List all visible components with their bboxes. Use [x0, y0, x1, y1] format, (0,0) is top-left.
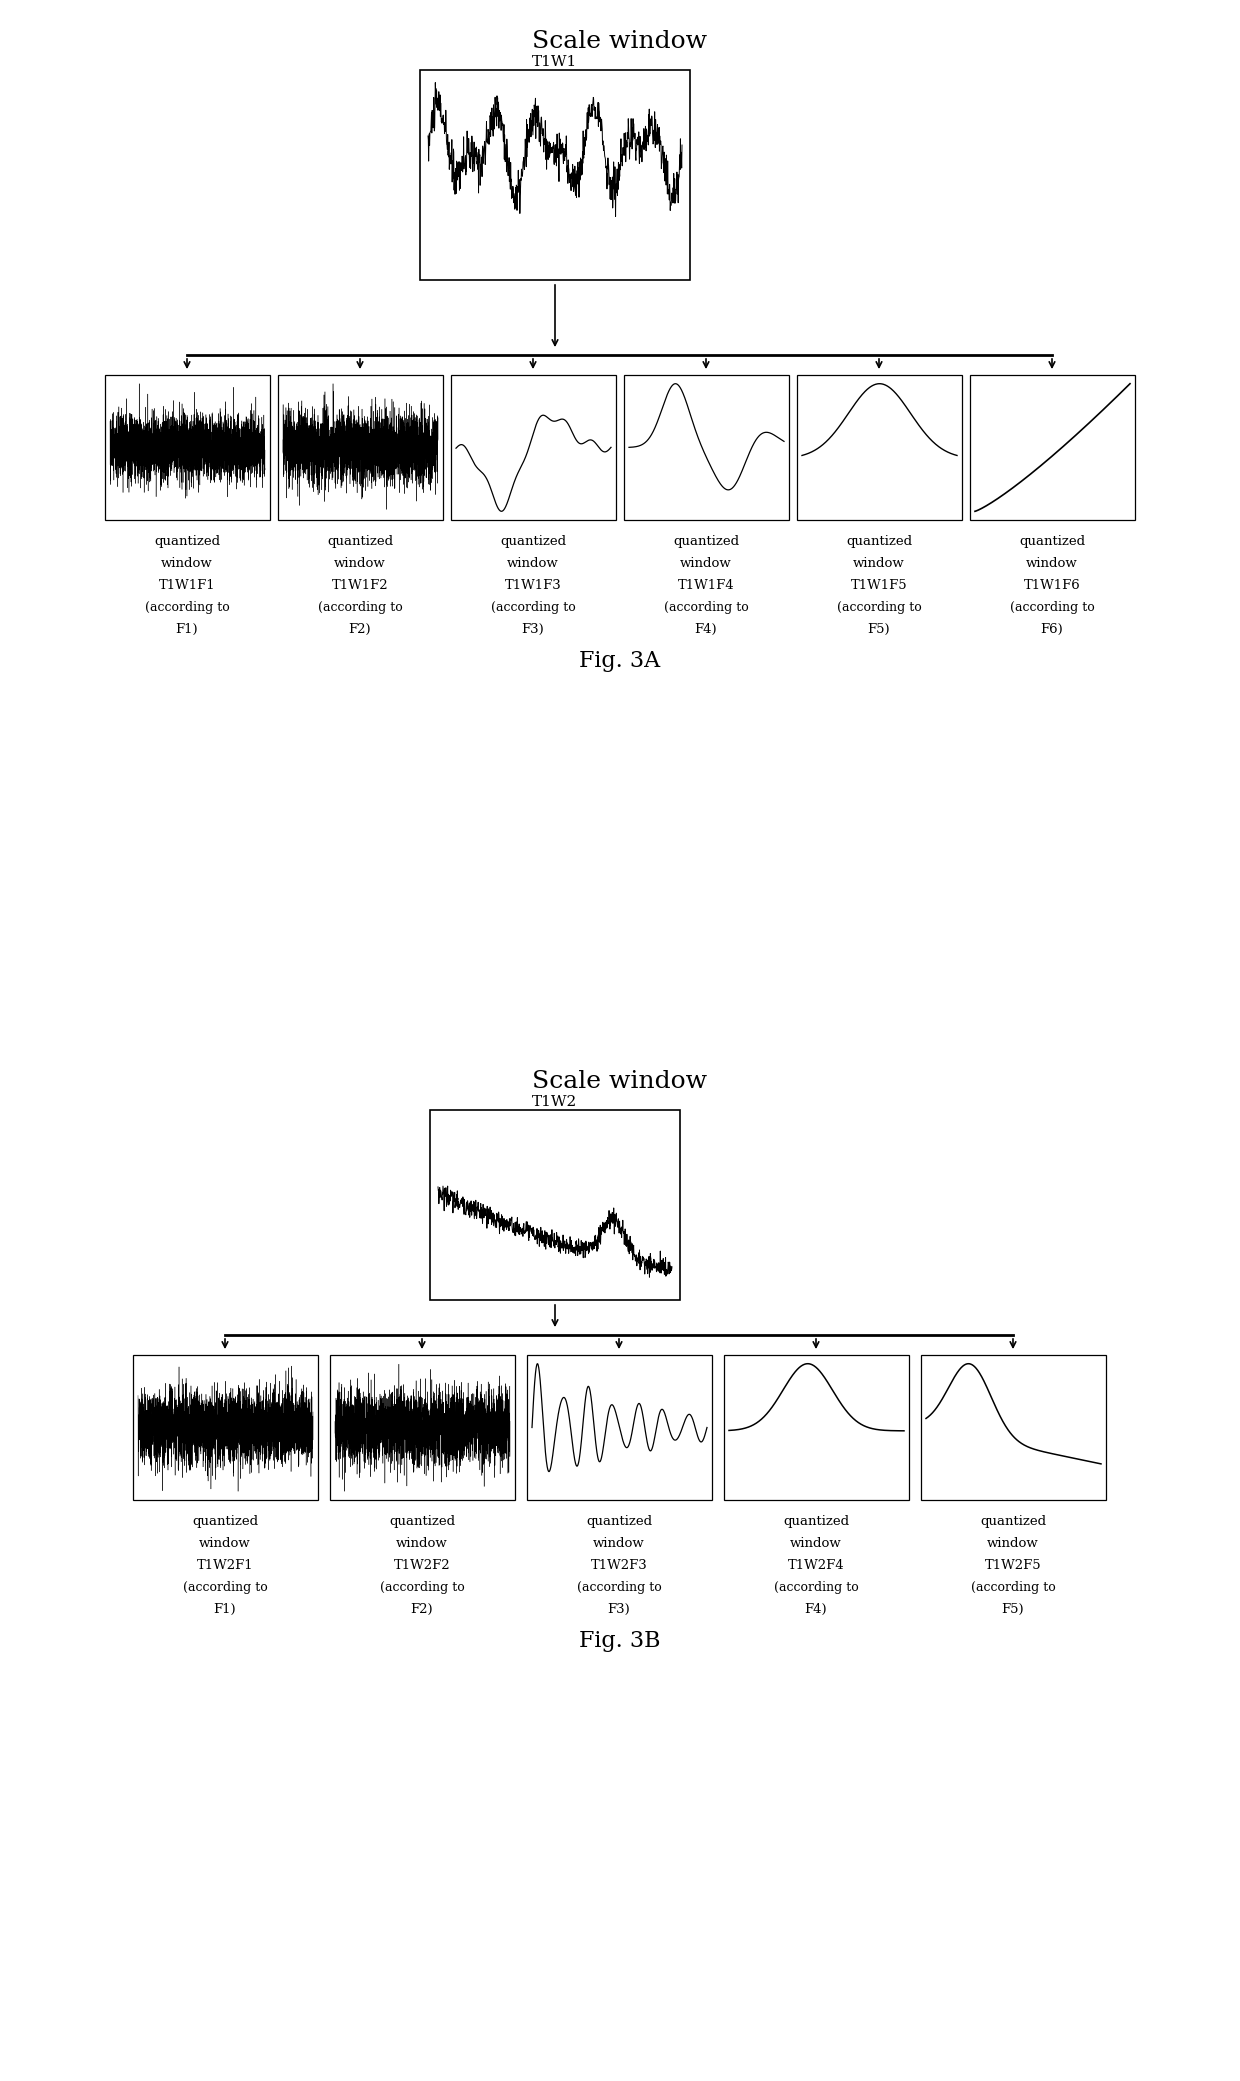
Text: T1W2F5: T1W2F5: [985, 1559, 1042, 1571]
Text: window: window: [161, 558, 213, 570]
Text: T1W1F2: T1W1F2: [331, 579, 388, 591]
Text: T1W2: T1W2: [532, 1095, 578, 1109]
Text: F3): F3): [522, 622, 544, 637]
Text: quantized: quantized: [389, 1515, 455, 1527]
Text: T1W1F6: T1W1F6: [1024, 579, 1080, 591]
Text: T1W2F2: T1W2F2: [393, 1559, 450, 1571]
Text: Scale window: Scale window: [532, 1070, 708, 1093]
Text: (according to: (according to: [577, 1582, 661, 1594]
Text: window: window: [1027, 558, 1078, 570]
Bar: [451, 375, 616, 520]
Text: (according to: (according to: [491, 601, 575, 614]
Text: window: window: [334, 558, 386, 570]
Text: F6): F6): [1040, 622, 1064, 637]
Text: (according to: (according to: [182, 1582, 268, 1594]
Text: F4): F4): [805, 1602, 827, 1617]
Text: T1W1F5: T1W1F5: [851, 579, 908, 591]
Text: window: window: [507, 558, 559, 570]
Text: (according to: (according to: [663, 601, 749, 614]
Bar: [797, 375, 962, 520]
Text: F1): F1): [176, 622, 198, 637]
Bar: [330, 1355, 515, 1500]
Bar: [133, 1355, 317, 1500]
Bar: [420, 71, 689, 281]
Text: F3): F3): [608, 1602, 630, 1617]
Text: Fig. 3B: Fig. 3B: [579, 1629, 661, 1652]
Text: T1W1F4: T1W1F4: [678, 579, 734, 591]
Text: Fig. 3A: Fig. 3A: [579, 649, 661, 672]
Text: quantized: quantized: [1019, 535, 1085, 547]
Bar: [278, 375, 443, 520]
Text: quantized: quantized: [846, 535, 913, 547]
Text: F5): F5): [1002, 1602, 1024, 1617]
Text: (according to: (according to: [317, 601, 402, 614]
Text: F1): F1): [213, 1602, 237, 1617]
Text: quantized: quantized: [980, 1515, 1047, 1527]
Text: quantized: quantized: [500, 535, 567, 547]
Text: T1W2F4: T1W2F4: [787, 1559, 844, 1571]
Text: F2): F2): [410, 1602, 433, 1617]
Text: T1W1F3: T1W1F3: [505, 579, 562, 591]
Text: T1W2F1: T1W2F1: [197, 1559, 253, 1571]
Text: window: window: [200, 1538, 250, 1550]
Text: (according to: (according to: [1009, 601, 1095, 614]
Text: quantized: quantized: [782, 1515, 849, 1527]
Bar: [105, 375, 270, 520]
Bar: [527, 1355, 712, 1500]
Text: (according to: (according to: [837, 601, 921, 614]
Text: window: window: [396, 1538, 448, 1550]
Text: T1W1: T1W1: [532, 54, 578, 69]
Text: window: window: [593, 1538, 645, 1550]
Bar: [430, 1109, 680, 1301]
Bar: [970, 375, 1135, 520]
Text: window: window: [680, 558, 732, 570]
Bar: [624, 375, 789, 520]
Text: (according to: (according to: [379, 1582, 464, 1594]
Text: (according to: (according to: [971, 1582, 1055, 1594]
Text: quantized: quantized: [673, 535, 739, 547]
Text: quantized: quantized: [154, 535, 219, 547]
Text: quantized: quantized: [192, 1515, 258, 1527]
Bar: [921, 1355, 1106, 1500]
Text: (according to: (according to: [145, 601, 229, 614]
Text: Scale window: Scale window: [532, 31, 708, 54]
Bar: [724, 1355, 909, 1500]
Text: F4): F4): [694, 622, 717, 637]
Text: window: window: [987, 1538, 1039, 1550]
Text: T1W2F3: T1W2F3: [590, 1559, 647, 1571]
Text: quantized: quantized: [587, 1515, 652, 1527]
Text: F2): F2): [348, 622, 371, 637]
Text: F5): F5): [868, 622, 890, 637]
Text: (according to: (according to: [774, 1582, 858, 1594]
Text: window: window: [790, 1538, 842, 1550]
Text: T1W1F1: T1W1F1: [159, 579, 216, 591]
Text: quantized: quantized: [327, 535, 393, 547]
Text: window: window: [853, 558, 905, 570]
